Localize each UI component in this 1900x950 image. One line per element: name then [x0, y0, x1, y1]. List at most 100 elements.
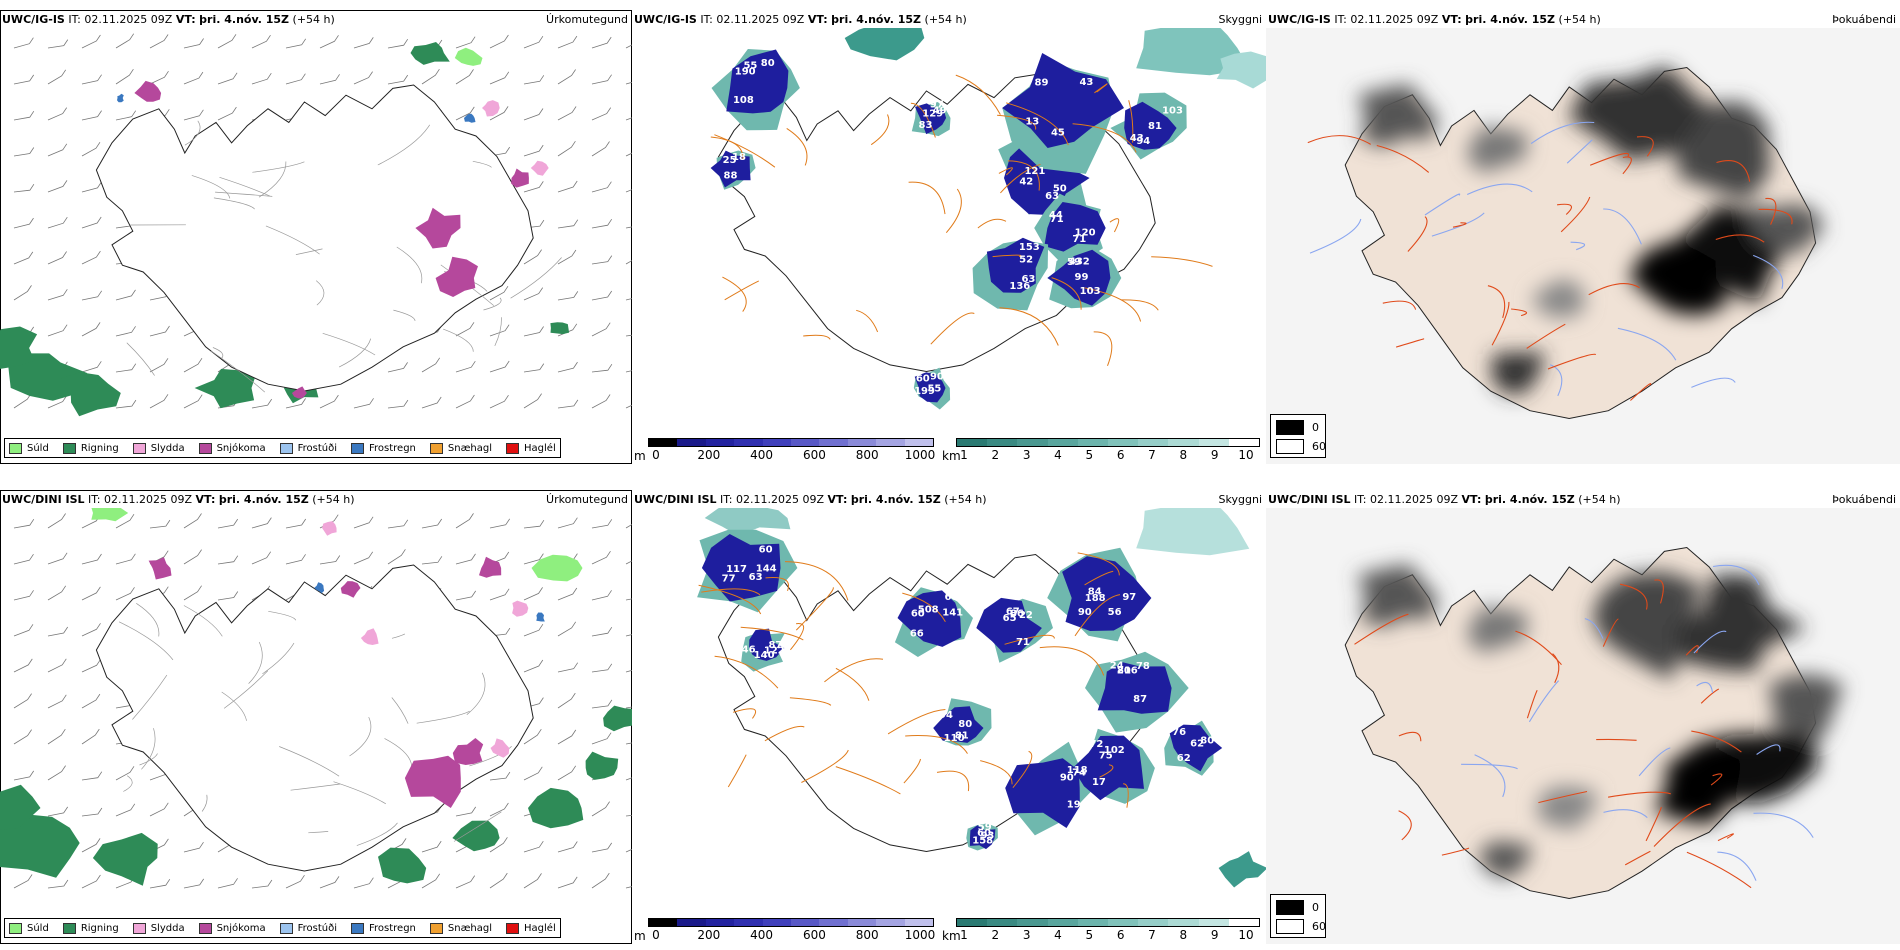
colorbar-tick-label: 0 [652, 928, 660, 942]
lead-time: (+54 h) [1578, 493, 1621, 506]
road-line [824, 658, 884, 683]
road-line [955, 74, 1001, 115]
low-cloud-area [726, 49, 789, 114]
road-line [1077, 552, 1120, 576]
wind-barb [557, 291, 579, 301]
wind-barb [591, 255, 613, 265]
wind-barb [353, 398, 374, 409]
cloud-base-label: 56 [1108, 607, 1122, 618]
cloud-cover-map [1266, 508, 1900, 944]
wind-barb [217, 106, 237, 121]
legend-item: Snæhagl [429, 922, 492, 934]
wind-barb [557, 180, 578, 193]
wind-barb [591, 872, 610, 889]
wind-barb [591, 290, 613, 301]
wind-barb [489, 872, 508, 889]
panel-title-cloudcover: Þokuábendi [1832, 13, 1896, 26]
road-line [1005, 102, 1069, 146]
colorbar-step [1228, 439, 1260, 446]
wind-barb [591, 36, 612, 49]
road-line [910, 102, 936, 138]
wind-barb [115, 289, 136, 301]
road-line [1094, 83, 1108, 94]
wind-barb [81, 553, 102, 565]
road-line [132, 674, 168, 720]
legend-swatch [132, 922, 146, 934]
wind-barb [489, 588, 510, 601]
cloud-base-label: 62 [1190, 738, 1204, 749]
river-line [1424, 193, 1461, 216]
colorbar-tick-label: 2 [991, 928, 1000, 942]
wind-barb [217, 591, 239, 601]
wind-barb [47, 143, 68, 157]
road-line [1099, 764, 1114, 778]
snow-area [415, 207, 461, 249]
cloud-base-label: 99 [1075, 272, 1089, 283]
low-cloud-area [701, 534, 781, 602]
river-line [1696, 681, 1714, 693]
road-line [215, 191, 273, 197]
wind-barb [217, 518, 239, 529]
cloud-base-label: 43 [1079, 77, 1093, 88]
cloud-base-label: 93 [980, 831, 994, 842]
cloud-base-label: 66 [910, 629, 924, 640]
river-line [1752, 254, 1784, 289]
cloud-base-label: 45 [1051, 128, 1065, 139]
colorbar-tick-label: 1 [960, 448, 968, 462]
wind-barb [625, 189, 632, 193]
legend-label: Snjókoma [216, 922, 266, 934]
wind-barb [591, 699, 613, 709]
fog-shade [1357, 564, 1438, 628]
rain-area [0, 784, 41, 830]
river-line [1756, 744, 1781, 755]
cloud-base-map: 117 66 67 56 24 19 102 80 46 62 60 77 60 86 97 78 118 75 9… [697, 508, 1266, 888]
road-line [1588, 282, 1640, 296]
colorbar-step [1198, 439, 1229, 446]
cloud-base-label: 81 [1117, 666, 1131, 677]
freezing-rain-area [117, 93, 124, 103]
wind-barb [13, 729, 32, 745]
colorbar-tick-label: 7 [1148, 448, 1156, 462]
road-line [1686, 851, 1752, 889]
wind-barb [523, 587, 543, 601]
it-value: 02.11.2025 09Z [736, 493, 825, 506]
road-line [333, 781, 386, 805]
wind-barb [387, 399, 409, 409]
wind-barb [523, 75, 545, 85]
cloud-base-label: 43 [1130, 133, 1144, 144]
road-line [191, 175, 231, 199]
road-line [930, 312, 975, 345]
cloud-base-label: 103 [1162, 106, 1183, 117]
wind-barb [81, 290, 103, 301]
river-line [1753, 812, 1814, 838]
cloud-base-label: 122 [764, 646, 785, 657]
wind-barb [489, 106, 509, 121]
road-line [1084, 287, 1142, 322]
legend-item: Haglél [506, 922, 556, 934]
wind-barb [455, 590, 477, 601]
colorbar-step [1168, 439, 1199, 446]
road-line [1602, 618, 1619, 647]
cloud-base-label: 118 [1067, 765, 1088, 776]
road-line [714, 134, 776, 168]
cloud-base-label: 75 [1099, 751, 1113, 762]
road-line [1407, 216, 1428, 252]
wind-barb [115, 587, 135, 601]
river-line [1584, 618, 1604, 639]
rain-area [7, 353, 88, 401]
snow-area [435, 256, 478, 297]
road-line [724, 280, 760, 301]
cloud-base-label: 206 [1117, 666, 1138, 677]
wind-barb [13, 693, 32, 709]
low-cloud-area [1097, 662, 1172, 714]
road-line [1526, 690, 1538, 719]
wind-barb [625, 886, 632, 889]
rain-area [0, 814, 80, 878]
colorbar-step [1138, 439, 1169, 446]
wind-barb [387, 549, 406, 565]
cloud-base-label: 60 [911, 608, 925, 619]
wind-barb [13, 285, 32, 301]
cloud-base-label: 24 [1110, 661, 1124, 672]
wind-barb [47, 180, 68, 193]
wind-barb [13, 147, 35, 157]
